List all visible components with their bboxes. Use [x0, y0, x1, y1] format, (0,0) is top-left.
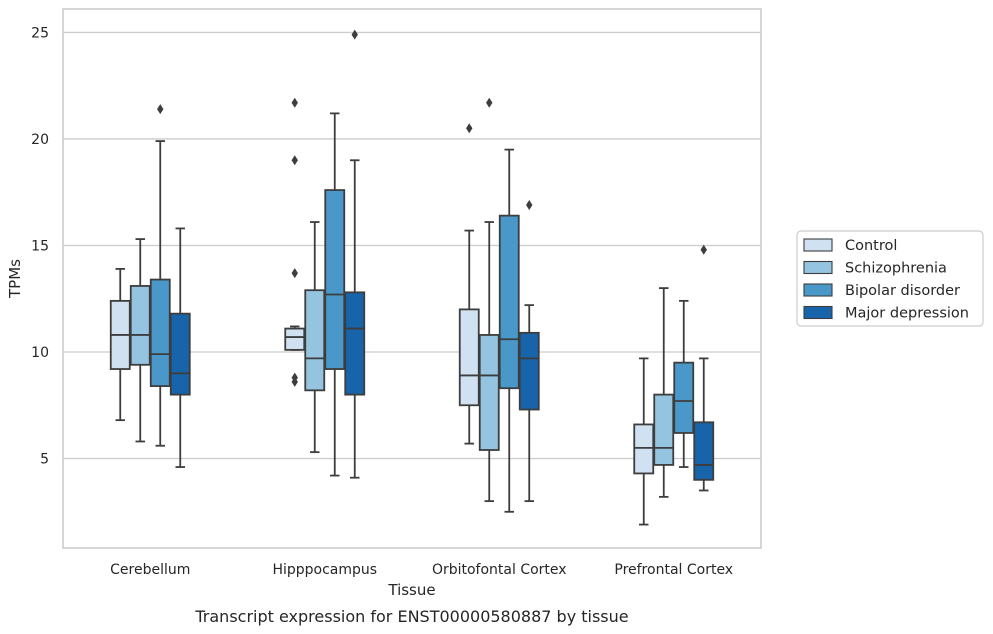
outlier-point: [291, 268, 298, 279]
box-control: [109, 268, 131, 422]
iqr-box: [129, 285, 151, 366]
legend-item: Schizophrenia: [803, 260, 947, 277]
box-bipolar-disorder: [673, 299, 695, 468]
iqr-box: [653, 393, 675, 466]
figure-caption: Transcript expression for ENST0000058088…: [194, 607, 628, 626]
box-major-depression: [518, 200, 540, 503]
legend-frame: [796, 230, 984, 327]
box-schizophrenia: [478, 97, 500, 503]
outlier-point: [157, 104, 164, 115]
box-control: [633, 357, 655, 526]
x-axis-ticks: Cerebellum Hipppocampus Orbitofontal Corte…: [110, 562, 733, 578]
iqr-box: [169, 312, 191, 396]
legend-item: Major depression: [803, 305, 969, 322]
x-tick-label: Cerebellum: [110, 562, 190, 578]
iqr-box: [324, 189, 346, 370]
y-axis-title: TPMs: [6, 259, 24, 299]
outlier-point: [466, 123, 473, 134]
box-bipolar-disorder: [324, 112, 346, 477]
y-tick-label: 15: [31, 238, 49, 254]
legend-swatch: [803, 283, 833, 297]
iqr-box: [149, 278, 171, 387]
outlier-point: [291, 155, 298, 166]
legend-item: Control: [803, 238, 897, 254]
box-schizophrenia: [653, 287, 675, 498]
iqr-box: [633, 423, 655, 475]
plot-frame: [62, 8, 762, 549]
box-major-depression: [169, 227, 191, 468]
legend-label: Major depression: [845, 306, 969, 322]
iqr-box: [673, 361, 695, 434]
y-axis-ticks: 5 10 15 20 25: [31, 25, 49, 467]
y-tick-label: 25: [31, 25, 49, 41]
iqr-box: [478, 334, 500, 451]
iqr-box: [344, 291, 366, 396]
box-schizophrenia: [129, 238, 151, 443]
box-control: [458, 123, 480, 445]
iqr-box: [518, 331, 540, 411]
outlier-point: [291, 97, 298, 108]
legend-swatch: [803, 238, 833, 252]
outlier-point: [291, 372, 298, 383]
box-major-depression: [344, 29, 366, 479]
box-bipolar-disorder: [498, 148, 520, 513]
legend-label: Control: [845, 238, 897, 254]
x-tick-label: Hipppocampus: [272, 562, 377, 578]
x-axis-title: Tissue: [387, 581, 435, 599]
iqr-box: [284, 327, 306, 351]
y-tick-label: 20: [31, 132, 49, 148]
outlier-point: [700, 244, 707, 255]
legend: Control Schizophrenia Bipolar disorder Majo…: [796, 230, 984, 327]
y-tick-label: 5: [40, 452, 49, 468]
outlier-point: [486, 97, 493, 108]
iqr-box: [304, 289, 326, 392]
legend-swatch: [803, 305, 833, 320]
y-tick-label: 10: [31, 345, 49, 361]
box-schizophrenia: [304, 221, 326, 454]
x-tick-label: Prefrontal Cortex: [614, 562, 733, 578]
legend-label: Schizophrenia: [845, 261, 947, 277]
legend-swatch: [803, 260, 833, 275]
boxes: [109, 29, 715, 526]
outlier-point: [351, 29, 358, 40]
box-bipolar-disorder: [149, 104, 171, 447]
legend-item: Bipolar disorder: [803, 283, 960, 299]
outlier-point: [526, 200, 533, 210]
iqr-box: [458, 308, 480, 407]
box-major-depression: [693, 244, 715, 492]
iqr-box: [693, 421, 715, 481]
legend-label: Bipolar disorder: [845, 283, 960, 299]
iqr-box: [498, 214, 520, 390]
x-tick-label: Orbitofontal Cortex: [432, 562, 567, 578]
box-control: [284, 97, 306, 387]
